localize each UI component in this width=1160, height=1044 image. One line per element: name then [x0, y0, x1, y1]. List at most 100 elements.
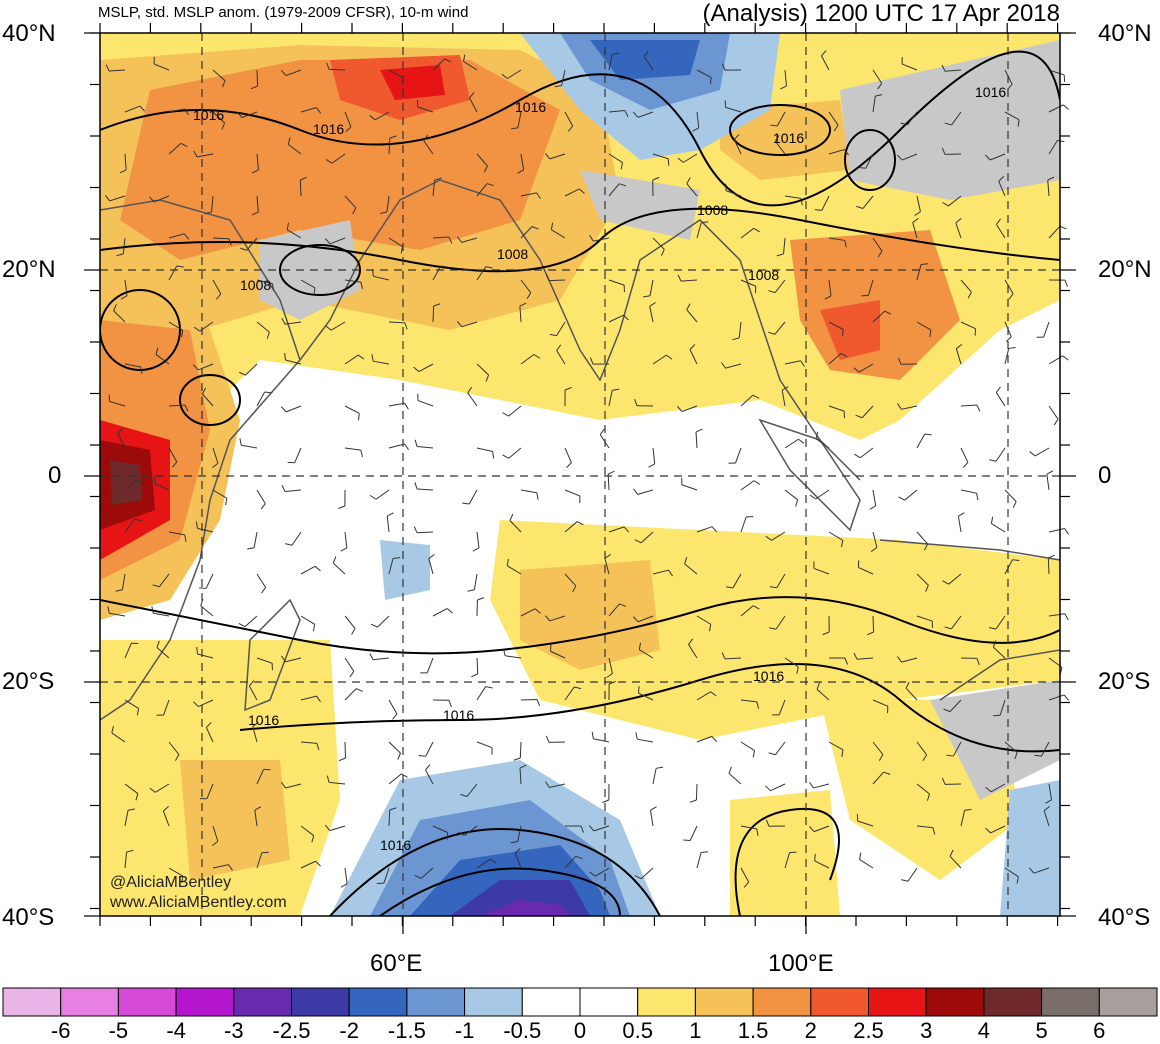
- wind-barb: [418, 363, 434, 373]
- wind-barb-flag: [575, 855, 583, 860]
- wind-barb: [520, 354, 535, 365]
- wind-barb-flag: [184, 108, 189, 116]
- wind-barb: [828, 741, 844, 751]
- wind-barb-flag: [841, 749, 844, 757]
- wind-barb-flag: [897, 656, 902, 663]
- colorbar-label: 1.5: [737, 1018, 769, 1043]
- wind-barb-flag: [460, 793, 468, 797]
- wind-barb-flag: [1062, 355, 1069, 361]
- wind-barb: [556, 350, 566, 365]
- wind-barb-flag: [619, 183, 627, 187]
- colorbar: [2, 987, 1158, 1017]
- wind-barb: [901, 63, 918, 71]
- wind-barb-flag: [752, 605, 760, 610]
- wind-barb-flag: [733, 134, 740, 140]
- wind-barb-flag: [314, 565, 321, 572]
- wind-barb: [198, 699, 214, 708]
- wind-barb-flag: [612, 388, 620, 391]
- wind-barb-flag: [151, 606, 154, 614]
- wind-barb: [507, 69, 522, 79]
- wind-barb: [328, 68, 346, 71]
- wind-barb-flag: [492, 451, 495, 459]
- wind-barb-flag: [105, 64, 110, 72]
- wind-barb-flag: [591, 731, 594, 739]
- wind-barb-flag: [1046, 470, 1054, 475]
- colorbar-label: 1: [689, 1018, 702, 1043]
- wind-barb-flag: [942, 201, 949, 207]
- wind-barb: [417, 400, 434, 407]
- wind-barb-flag: [137, 479, 144, 485]
- wind-barb-flag: [753, 480, 761, 485]
- wind-barb-flag: [789, 851, 797, 854]
- wind-barb-flag: [502, 412, 509, 417]
- wind-barb: [652, 153, 669, 160]
- wind-barb-flag: [897, 154, 903, 161]
- wind-barb-flag: [800, 198, 803, 206]
- wind-barb: [828, 279, 832, 296]
- wind-barb-flag: [400, 246, 404, 254]
- wind-barb: [689, 825, 698, 841]
- wind-barb-flag: [776, 253, 784, 257]
- wind-barb: [197, 653, 214, 659]
- wind-barb: [155, 354, 170, 365]
- wind-barb-flag: [854, 453, 861, 459]
- wind-barb-flag: [444, 58, 452, 63]
- wind-barb: [732, 573, 742, 589]
- wind-barb-flag: [650, 806, 657, 811]
- wind-barb-flag: [113, 304, 117, 311]
- wind-barb-flag: [632, 111, 639, 118]
- wind-barb-flag: [589, 357, 594, 365]
- wind-barb-flag: [656, 766, 664, 769]
- colorbar-swatch: [983, 987, 1043, 1017]
- wind-barb: [608, 390, 613, 407]
- wind-barb: [828, 237, 845, 241]
- wind-barb-flag: [765, 785, 771, 792]
- wind-barb-flag: [418, 754, 426, 757]
- wind-barb-flag: [519, 302, 527, 307]
- wind-barb: [740, 227, 755, 239]
- wind-barb: [681, 484, 698, 491]
- wind-barb: [388, 699, 398, 715]
- wind-barb: [689, 349, 698, 365]
- wind-barb: [514, 852, 522, 869]
- wind-barb-flag: [732, 337, 740, 341]
- wind-barb-flag: [922, 754, 928, 761]
- wind-barb-flag: [248, 680, 255, 687]
- wind-barb-flag: [252, 721, 259, 727]
- wind-barb: [111, 732, 126, 743]
- credit-website: www.AliciaMBentley.com: [110, 894, 287, 911]
- wind-barb-flag: [996, 218, 1002, 225]
- wind-barb: [784, 195, 801, 199]
- wind-barb: [724, 657, 742, 660]
- wind-barb-flag: [401, 77, 404, 85]
- wind-barb-flag: [423, 134, 429, 142]
- wind-barb-flag: [728, 766, 732, 774]
- wind-barb-flag: [589, 234, 594, 242]
- wind-barb: [872, 531, 878, 548]
- wind-barb: [212, 111, 225, 124]
- wind-barb: [520, 489, 537, 494]
- wind-barb: [872, 771, 885, 785]
- map-title-right: (Analysis) 1200 UTC 17 Apr 2018: [702, 0, 1060, 27]
- wind-barb-flag: [280, 70, 287, 76]
- wind-barb-flag: [545, 781, 550, 788]
- wind-barb: [256, 391, 266, 407]
- wind-barb: [686, 309, 698, 323]
- wind-barb-flag: [844, 240, 847, 248]
- wind-barb-flag: [510, 841, 518, 844]
- wind-barb: [158, 573, 170, 588]
- wind-barb-flag: [956, 343, 963, 350]
- wind-barb: [244, 615, 258, 628]
- wind-barb-flag: [312, 624, 316, 632]
- wind-barb: [124, 518, 135, 533]
- wind-barb-flag: [632, 488, 639, 495]
- wind-barb: [784, 852, 791, 869]
- wind-barb-flag: [352, 207, 357, 215]
- wind-barb-flag: [643, 295, 651, 298]
- wind-barb: [952, 741, 962, 757]
- wind-barb-flag: [284, 353, 286, 361]
- wind-barb: [432, 58, 445, 71]
- wind-barb-flag: [768, 331, 776, 335]
- colorbar-label: -3: [224, 1018, 244, 1043]
- wind-barb: [564, 573, 577, 587]
